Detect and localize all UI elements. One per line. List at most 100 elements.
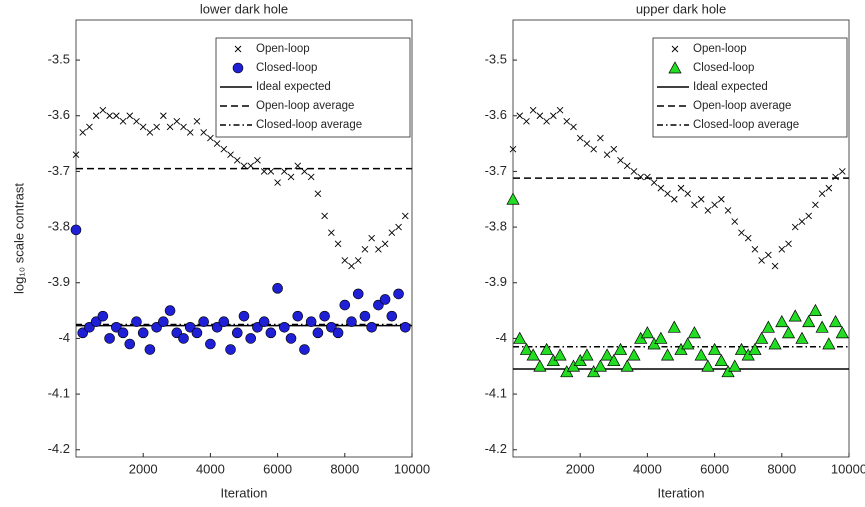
marker-triangle (681, 337, 695, 350)
marker-x (79, 129, 87, 136)
marker-circle (332, 327, 344, 339)
marker-triangle (668, 61, 682, 74)
marker-x (92, 112, 100, 120)
marker-triangle (755, 331, 769, 344)
marker-circle (104, 333, 115, 344)
marker-triangle (540, 342, 554, 355)
marker-x (838, 168, 846, 175)
marker-x (193, 117, 201, 125)
x-tick-label: 10000 (831, 461, 865, 476)
marker-triangle (835, 326, 849, 339)
marker-circle (386, 310, 398, 322)
y-tick-label: -3.8 (48, 219, 70, 234)
legend-label: Closed-loop (693, 62, 754, 74)
marker-x (718, 195, 725, 203)
marker-x (401, 212, 409, 220)
marker-circle (144, 344, 156, 355)
marker-x (751, 246, 759, 253)
marker-triangle (620, 359, 634, 372)
marker-triangle (808, 303, 822, 316)
y-tick-label: -3.6 (48, 107, 70, 122)
marker-x (684, 190, 692, 198)
marker-triangle (802, 314, 816, 328)
marker-triangle (828, 314, 843, 328)
marker-circle (232, 62, 244, 74)
marker-x (603, 151, 611, 159)
marker-triangle (654, 331, 668, 344)
marker-triangle (600, 348, 614, 361)
x-tick-label: 6000 (263, 461, 292, 476)
marker-circle (359, 310, 371, 322)
marker-circle (319, 310, 330, 322)
marker-triangle (593, 359, 607, 372)
marker-x (637, 173, 644, 181)
marker-triangle (788, 309, 802, 322)
marker-triangle (748, 342, 762, 355)
chart-title: upper dark hole (636, 1, 726, 16)
marker-x (146, 129, 154, 136)
y-tick-label: -3.8 (485, 219, 507, 234)
x-tick-label: 8000 (767, 461, 796, 476)
marker-x (133, 117, 140, 125)
marker-x (805, 212, 812, 220)
marker-circle (191, 327, 203, 339)
marker-x (785, 240, 792, 248)
marker-circle (258, 316, 270, 328)
marker-x (536, 112, 544, 120)
y-tick-label: -4.1 (48, 386, 70, 401)
marker-x (731, 218, 739, 225)
marker-circle (399, 321, 411, 333)
marker-circle (305, 316, 317, 328)
marker-x (765, 251, 772, 259)
marker-x (791, 223, 799, 231)
y-tick-label: -4.2 (485, 441, 507, 456)
marker-x (307, 173, 315, 181)
marker-x (301, 168, 308, 175)
marker-x (86, 123, 93, 131)
marker-x (630, 168, 638, 175)
marker-triangle (660, 348, 675, 361)
marker-x (119, 117, 127, 125)
y-tick-label: -3.7 (485, 163, 507, 178)
marker-x (287, 173, 295, 181)
marker-x (644, 173, 651, 181)
marker-x (328, 229, 335, 236)
marker-x (576, 134, 584, 142)
legend-label: Closed-loop average (693, 119, 799, 131)
marker-x (240, 162, 248, 170)
marker-x (778, 246, 786, 253)
marker-triangle (513, 331, 527, 344)
marker-x (72, 151, 80, 159)
marker-x (207, 134, 214, 142)
marker-triangle (613, 342, 628, 355)
marker-x (321, 212, 328, 220)
marker-x (220, 145, 228, 153)
marker-x (812, 201, 819, 209)
marker-x (610, 145, 618, 153)
marker-x (691, 201, 698, 209)
marker-x (657, 184, 665, 192)
marker-circle (312, 327, 324, 339)
marker-x (334, 240, 342, 248)
marker-x (180, 123, 187, 131)
marker-x (724, 207, 732, 214)
marker-x (254, 156, 261, 164)
marker-x (267, 168, 275, 175)
marker-circle (272, 283, 283, 294)
marker-triangle (714, 353, 728, 367)
marker-x (583, 140, 591, 147)
marker-x (294, 162, 302, 170)
marker-x (738, 229, 745, 236)
marker-x (233, 156, 241, 164)
y-tick-label: -4 (495, 330, 507, 345)
marker-x (570, 123, 577, 131)
marker-x (395, 223, 402, 231)
marker-x (617, 156, 624, 164)
x-tick-label: 8000 (330, 461, 359, 476)
legend-label: Open-loop average (256, 100, 354, 112)
marker-triangle (728, 359, 742, 372)
legend-label: Open-loop (693, 43, 747, 55)
marker-circle (97, 310, 109, 322)
marker-triangle (526, 348, 540, 361)
marker-x (341, 257, 349, 264)
